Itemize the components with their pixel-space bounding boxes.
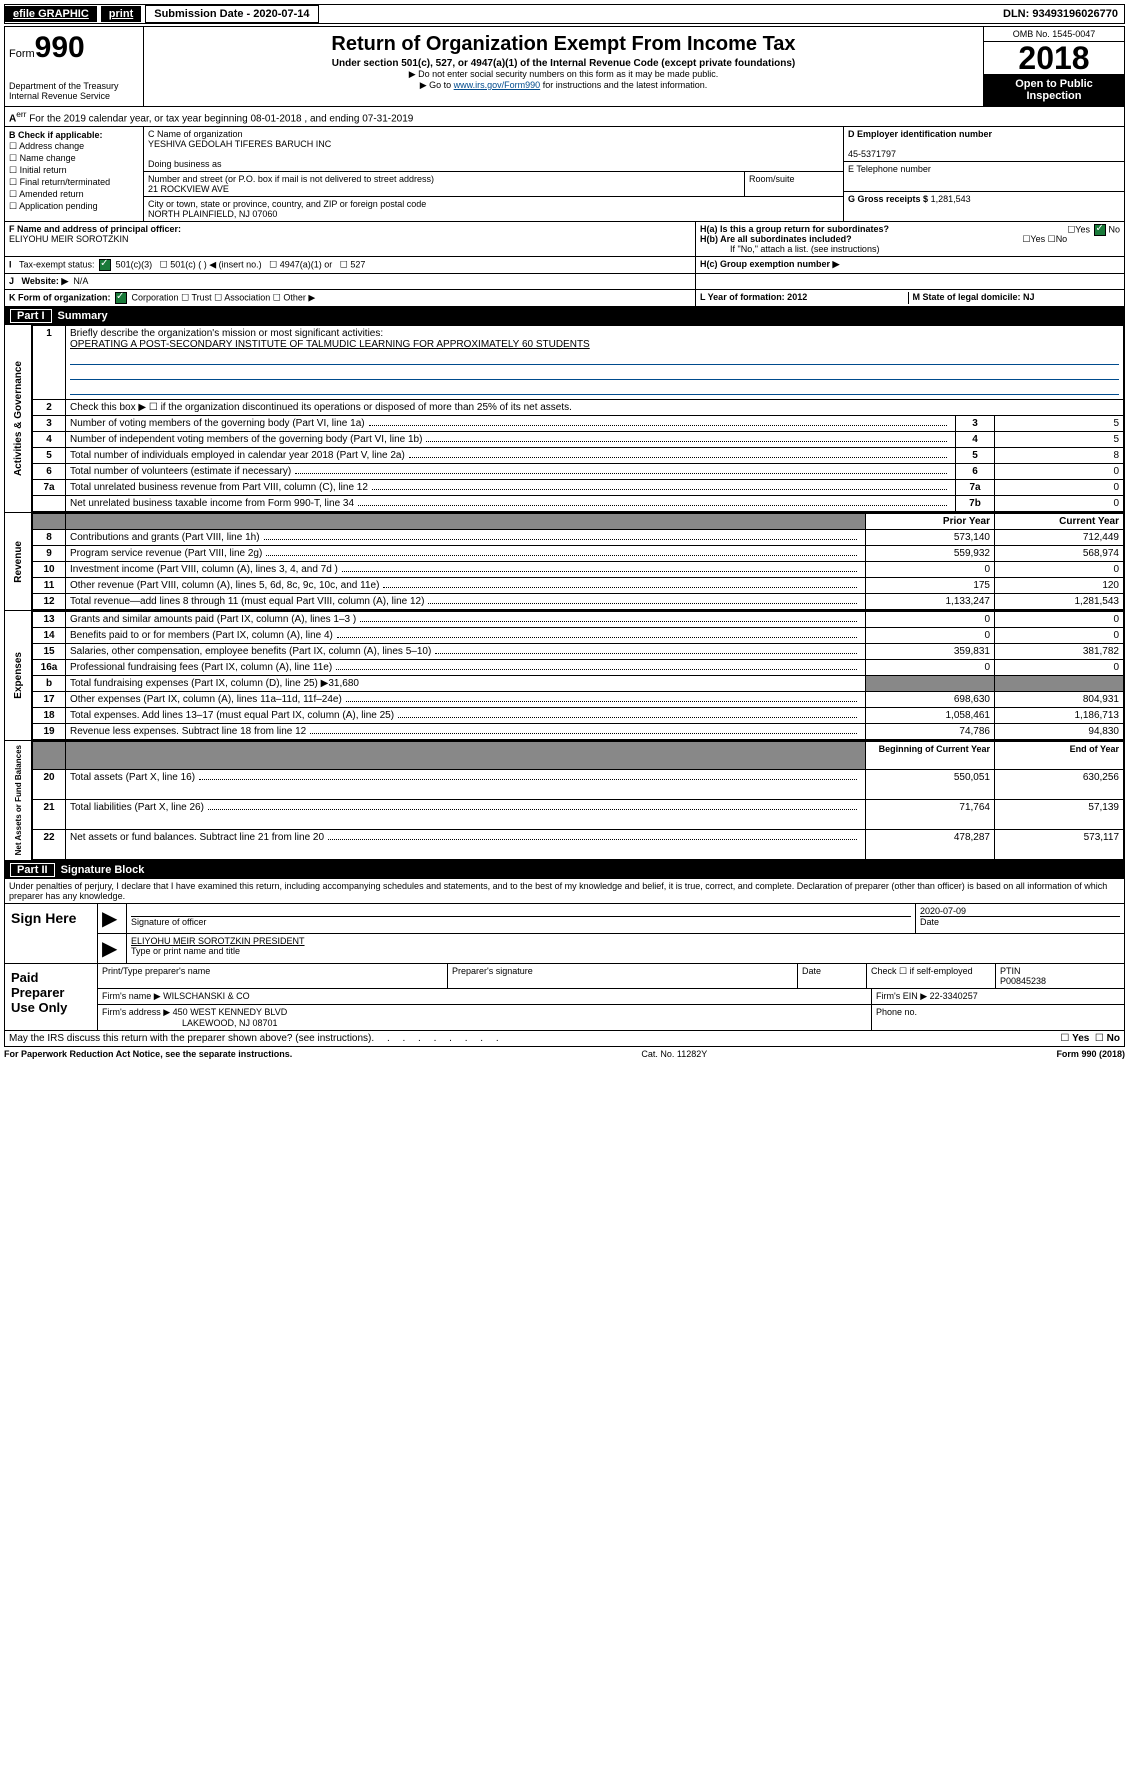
table-row: 13Grants and similar amounts paid (Part … — [33, 612, 1124, 628]
goto-note: ▶ Go to www.irs.gov/Form990 for instruct… — [148, 80, 979, 91]
expenses-section: Expenses 13Grants and similar amounts pa… — [4, 611, 1125, 741]
table-row: bTotal fundraising expenses (Part IX, co… — [33, 676, 1124, 692]
addr-label: Number and street (or P.O. box if mail i… — [148, 174, 740, 184]
efile-button[interactable]: efile GRAPHIC — [5, 6, 97, 22]
footer: For Paperwork Reduction Act Notice, see … — [4, 1047, 1125, 1061]
table-row: 5Total number of individuals employed in… — [33, 448, 1124, 464]
open-public: Open to Public Inspection — [984, 74, 1124, 106]
section-k: K Form of organization: Corporation ☐ Tr… — [4, 290, 1125, 307]
phone-label: E Telephone number — [844, 162, 1124, 192]
table-row: 20Total assets (Part X, line 16)550,0516… — [33, 770, 1124, 800]
check-final[interactable]: ☐ Final return/terminated — [9, 177, 139, 188]
table-row: 15Salaries, other compensation, employee… — [33, 644, 1124, 660]
ssn-note: ▶ Do not enter social security numbers o… — [148, 69, 979, 80]
submission-date: Submission Date - 2020-07-14 — [145, 5, 318, 23]
table-row: 6Total number of volunteers (estimate if… — [33, 464, 1124, 480]
check-501c3[interactable] — [99, 259, 111, 271]
state-domicile: M State of legal domicile: NJ — [908, 292, 1121, 304]
table-row: 22Net assets or fund balances. Subtract … — [33, 829, 1124, 859]
tax-year: 2018 — [984, 42, 1124, 74]
section-b: B Check if applicable: ☐ Address change … — [4, 127, 1125, 222]
print-button[interactable]: print — [101, 6, 141, 22]
org-name: YESHIVA GEDOLAH TIFERES BARUCH INC — [148, 139, 839, 149]
table-row: 21Total liabilities (Part X, line 26)71,… — [33, 800, 1124, 830]
table-row: 14Benefits paid to or for members (Part … — [33, 628, 1124, 644]
org-name-label: C Name of organization — [148, 129, 839, 139]
officer-name: ELIYOHU MEIR SOROTZKIN — [9, 234, 129, 244]
form-subtitle: Under section 501(c), 527, or 4947(a)(1)… — [148, 58, 979, 69]
revenue-section: Revenue Prior YearCurrent Year 8Contribu… — [4, 513, 1125, 611]
top-bar: efile GRAPHIC print Submission Date - 20… — [4, 4, 1125, 24]
governance-section: Activities & Governance 1 Briefly descri… — [4, 325, 1125, 513]
table-row: 18Total expenses. Add lines 13–17 (must … — [33, 708, 1124, 724]
form-header: Form990 Department of the Treasury Inter… — [4, 26, 1125, 107]
check-address[interactable]: ☐ Address change — [9, 141, 139, 152]
ein-label: D Employer identification number — [848, 129, 992, 139]
table-row: 3Number of voting members of the governi… — [33, 416, 1124, 432]
part2-header: Part II Signature Block — [4, 861, 1125, 879]
table-row: 11Other revenue (Part VIII, column (A), … — [33, 578, 1124, 594]
check-name[interactable]: ☐ Name change — [9, 153, 139, 164]
dln-label: DLN: 93493196026770 — [997, 6, 1124, 22]
declaration: Under penalties of perjury, I declare th… — [4, 879, 1125, 904]
city-label: City or town, state or province, country… — [148, 199, 839, 209]
check-corp[interactable] — [115, 292, 127, 304]
section-j: J Website: ▶ N/A — [4, 274, 1125, 290]
table-row: Net unrelated business taxable income fr… — [33, 496, 1124, 512]
table-row: 12Total revenue—add lines 8 through 11 (… — [33, 594, 1124, 610]
gross-receipts: G Gross receipts $ 1,281,543 — [844, 192, 1124, 221]
form-number: Form990 — [9, 31, 139, 65]
irs-link[interactable]: www.irs.gov/Form990 — [454, 80, 541, 90]
check-pending[interactable]: ☐ Application pending — [9, 201, 139, 212]
ein-value: 45-5371797 — [848, 149, 896, 159]
table-row: 17Other expenses (Part IX, column (A), l… — [33, 692, 1124, 708]
part1-header: Part I Summary — [4, 307, 1125, 325]
year-formation: L Year of formation: 2012 — [700, 292, 908, 304]
dept-label: Department of the Treasury Internal Reve… — [9, 81, 139, 101]
tax-period-row: Aerr For the 2019 calendar year, or tax … — [4, 107, 1125, 127]
table-row: 8Contributions and grants (Part VIII, li… — [33, 530, 1124, 546]
sign-here-block: Sign Here ▶ Signature of officer 2020-07… — [4, 904, 1125, 964]
section-f: F Name and address of principal officer:… — [4, 222, 1125, 257]
table-row: 19Revenue less expenses. Subtract line 1… — [33, 724, 1124, 740]
table-row: 10Investment income (Part VIII, column (… — [33, 562, 1124, 578]
mission-text: OPERATING A POST-SECONDARY INSTITUTE OF … — [70, 339, 590, 350]
check-initial[interactable]: ☐ Initial return — [9, 165, 139, 176]
may-irs-discuss: May the IRS discuss this return with the… — [4, 1031, 1125, 1047]
dba-label: Doing business as — [148, 159, 839, 169]
paid-preparer-block: Paid Preparer Use Only Print/Type prepar… — [4, 964, 1125, 1031]
section-i: I Tax-exempt status: 501(c)(3) ☐ 501(c) … — [4, 257, 1125, 274]
form-title: Return of Organization Exempt From Incom… — [148, 33, 979, 56]
table-row: 9Program service revenue (Part VIII, lin… — [33, 546, 1124, 562]
city-value: NORTH PLAINFIELD, NJ 07060 — [148, 209, 839, 219]
table-row: 16aProfessional fundraising fees (Part I… — [33, 660, 1124, 676]
check-amended[interactable]: ☐ Amended return — [9, 189, 139, 200]
netassets-section: Net Assets or Fund Balances Beginning of… — [4, 741, 1125, 860]
table-row: 4Number of independent voting members of… — [33, 432, 1124, 448]
table-row: 7aTotal unrelated business revenue from … — [33, 480, 1124, 496]
room-label: Room/suite — [745, 172, 843, 196]
addr-value: 21 ROCKVIEW AVE — [148, 184, 740, 194]
